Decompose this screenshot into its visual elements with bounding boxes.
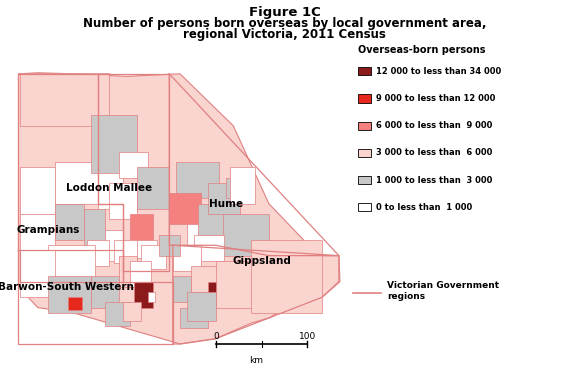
Polygon shape: [130, 214, 153, 240]
Text: 9 000 to less than 12 000: 9 000 to less than 12 000: [376, 94, 495, 103]
Text: Victorian Government
regions: Victorian Government regions: [387, 281, 499, 301]
Bar: [358, 203, 371, 211]
Text: 3 000 to less than  6 000: 3 000 to less than 6 000: [376, 148, 492, 157]
Text: Number of persons born overseas by local government area,: Number of persons born overseas by local…: [83, 17, 486, 30]
Polygon shape: [20, 167, 56, 214]
Polygon shape: [180, 308, 208, 328]
Bar: [358, 149, 371, 157]
Text: Figure 1C: Figure 1C: [249, 6, 320, 19]
Polygon shape: [134, 240, 157, 258]
Polygon shape: [91, 115, 137, 172]
Polygon shape: [226, 178, 248, 198]
Polygon shape: [119, 152, 148, 178]
Bar: [358, 67, 371, 75]
Text: Grampians: Grampians: [17, 225, 80, 235]
Polygon shape: [84, 209, 105, 245]
Polygon shape: [105, 230, 123, 261]
Polygon shape: [130, 261, 151, 287]
Polygon shape: [137, 167, 169, 209]
Text: Barwon-South Western: Barwon-South Western: [0, 282, 134, 292]
Polygon shape: [198, 204, 230, 235]
Polygon shape: [159, 235, 180, 256]
Polygon shape: [56, 204, 84, 240]
Bar: [358, 176, 371, 184]
Polygon shape: [176, 162, 219, 198]
Polygon shape: [98, 162, 123, 209]
Bar: [358, 94, 371, 103]
Polygon shape: [123, 303, 141, 320]
Text: 1 000 to less than  3 000: 1 000 to less than 3 000: [376, 176, 492, 185]
Polygon shape: [114, 240, 137, 263]
Polygon shape: [48, 245, 94, 282]
Polygon shape: [187, 292, 216, 320]
Polygon shape: [208, 183, 240, 214]
Text: km: km: [249, 356, 263, 365]
Polygon shape: [251, 240, 322, 313]
Polygon shape: [191, 266, 219, 292]
Text: 6 000 to less than  9 000: 6 000 to less than 9 000: [376, 121, 492, 130]
Text: 0: 0: [213, 332, 219, 341]
Text: Gippsland: Gippsland: [232, 256, 291, 266]
Polygon shape: [148, 292, 155, 303]
Polygon shape: [119, 256, 137, 287]
Polygon shape: [194, 235, 224, 261]
Polygon shape: [56, 162, 98, 204]
Text: Loddon Mallee: Loddon Mallee: [66, 183, 152, 193]
Polygon shape: [169, 193, 201, 225]
Text: 100: 100: [299, 332, 316, 341]
Polygon shape: [91, 276, 119, 308]
Polygon shape: [134, 282, 153, 308]
Polygon shape: [88, 240, 109, 266]
Polygon shape: [173, 276, 191, 303]
Text: 0 to less than  1 000: 0 to less than 1 000: [376, 203, 472, 212]
Text: Hume: Hume: [209, 199, 243, 209]
Polygon shape: [208, 282, 228, 305]
Text: regional Victoria, 2011 Census: regional Victoria, 2011 Census: [183, 28, 386, 41]
Polygon shape: [109, 183, 137, 219]
Polygon shape: [222, 214, 269, 256]
Polygon shape: [20, 214, 56, 250]
Bar: [358, 122, 371, 130]
Polygon shape: [20, 73, 109, 126]
Polygon shape: [230, 167, 255, 204]
Polygon shape: [187, 225, 216, 245]
Polygon shape: [20, 250, 56, 297]
Polygon shape: [216, 261, 265, 308]
Polygon shape: [141, 245, 166, 269]
Text: 12 000 to less than 34 000: 12 000 to less than 34 000: [376, 67, 501, 76]
Polygon shape: [105, 303, 130, 326]
Polygon shape: [68, 297, 82, 310]
Text: Overseas-born persons: Overseas-born persons: [358, 45, 486, 55]
Polygon shape: [173, 245, 201, 271]
Polygon shape: [19, 73, 340, 344]
Polygon shape: [48, 276, 91, 313]
